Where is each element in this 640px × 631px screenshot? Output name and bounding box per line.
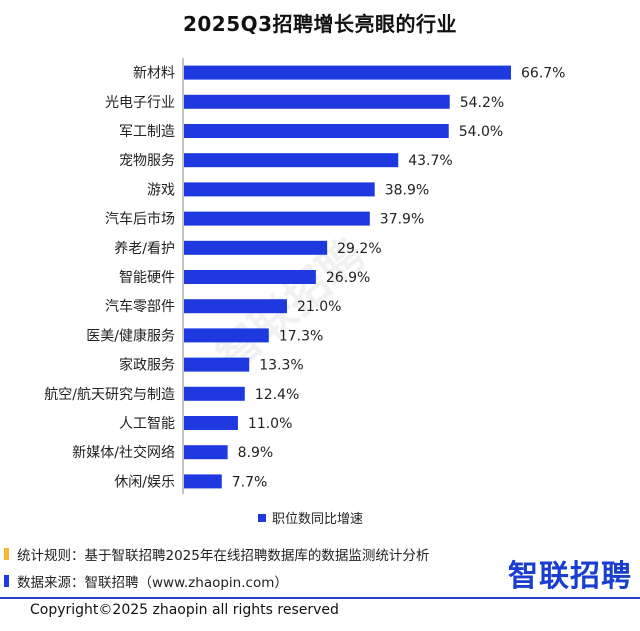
- note-rule-text: 统计规则：基于智联招聘2025年在线招聘数据库的数据监测统计分析: [17, 548, 430, 564]
- value-label: 43.7%: [408, 153, 452, 169]
- note-source: 数据来源：智联招聘（www.zhaopin.com）: [4, 571, 288, 591]
- bar: [184, 124, 449, 138]
- bar: [184, 270, 316, 284]
- bar: [184, 474, 222, 489]
- value-label: 54.0%: [459, 124, 503, 140]
- brand-logo: 智联招聘: [508, 559, 632, 594]
- bar: [184, 445, 228, 460]
- value-label: 17.3%: [279, 328, 323, 344]
- category-label: 养老/看护: [114, 241, 175, 257]
- footer-divider: [0, 597, 640, 599]
- value-label: 7.7%: [232, 474, 268, 490]
- bars-group: 新材料 66.7% 光电子行业 54.2% 军工制造 54.0% 宠物服务 43.7% 游戏 38…: [44, 65, 565, 490]
- category-label: 汽车零部件: [105, 298, 175, 315]
- category-label: 智能硬件: [119, 270, 175, 286]
- bar: [184, 94, 450, 109]
- value-label: 8.9%: [238, 445, 274, 461]
- chart-title: 2025Q3招聘增长亮眼的行业: [182, 12, 458, 36]
- legend: 职位数同比增速: [258, 508, 363, 527]
- bar: [184, 153, 399, 168]
- bar: [184, 386, 245, 401]
- category-label: 游戏: [147, 182, 175, 198]
- value-label: 13.3%: [259, 358, 303, 374]
- bar-chart: 新材料 66.7% 光电子行业 54.2% 军工制造 54.0% 宠物服务 43.7% 游戏 38…: [44, 58, 565, 494]
- legend-swatch: [258, 513, 266, 522]
- category-label: 休闲/娱乐: [114, 474, 175, 490]
- note-marker: [4, 575, 9, 587]
- bar: [184, 299, 287, 314]
- value-label: 12.4%: [255, 387, 299, 403]
- copyright-text: Copyright©2025 zhaopin all rights reserv…: [30, 602, 339, 618]
- value-label: 11.0%: [248, 416, 292, 432]
- category-label: 新材料: [133, 66, 175, 82]
- note-rule: 统计规则：基于智联招聘2025年在线招聘数据库的数据监测统计分析: [4, 544, 429, 564]
- bar: [184, 65, 511, 80]
- category-label: 新媒体/社交网络: [72, 444, 175, 461]
- category-label: 家政服务: [119, 357, 175, 374]
- legend-label: 职位数同比增速: [272, 512, 364, 527]
- category-label: 军工制造: [119, 124, 175, 140]
- category-label: 医美/健康服务: [86, 327, 175, 344]
- note-source-text: 数据来源：智联招聘（www.zhaopin.com）: [17, 575, 288, 591]
- category-label: 汽车后市场: [105, 211, 175, 228]
- bar: [184, 416, 238, 430]
- category-label: 航空/航天研究与制造: [44, 387, 175, 403]
- bar: [184, 240, 328, 255]
- bar: [184, 182, 375, 197]
- value-label: 37.9%: [380, 212, 424, 228]
- value-label: 54.2%: [460, 95, 504, 111]
- bar: [184, 357, 250, 372]
- bar: [184, 211, 370, 226]
- category-label: 光电子行业: [105, 95, 175, 111]
- value-label: 21.0%: [297, 299, 341, 315]
- value-label: 29.2%: [337, 241, 381, 257]
- value-label: 26.9%: [326, 270, 370, 286]
- category-label: 人工智能: [119, 416, 175, 432]
- note-marker: [4, 548, 9, 560]
- category-label: 宠物服务: [119, 153, 175, 169]
- value-label: 38.9%: [385, 182, 429, 198]
- value-label: 66.7%: [521, 66, 565, 82]
- bar: [184, 328, 269, 343]
